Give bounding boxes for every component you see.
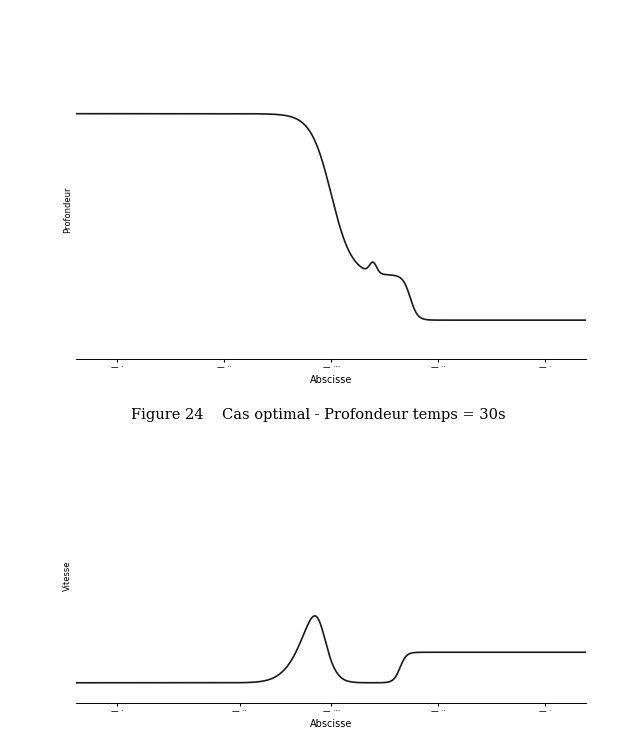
Y-axis label: Profondeur: Profondeur (63, 186, 72, 233)
Text: Figure 24    Cas optimal - Profondeur temps = 30s: Figure 24 Cas optimal - Profondeur temps… (131, 408, 506, 422)
Y-axis label: Vitesse: Vitesse (63, 561, 72, 591)
X-axis label: Abscisse: Abscisse (310, 375, 352, 385)
X-axis label: Abscisse: Abscisse (310, 719, 352, 729)
